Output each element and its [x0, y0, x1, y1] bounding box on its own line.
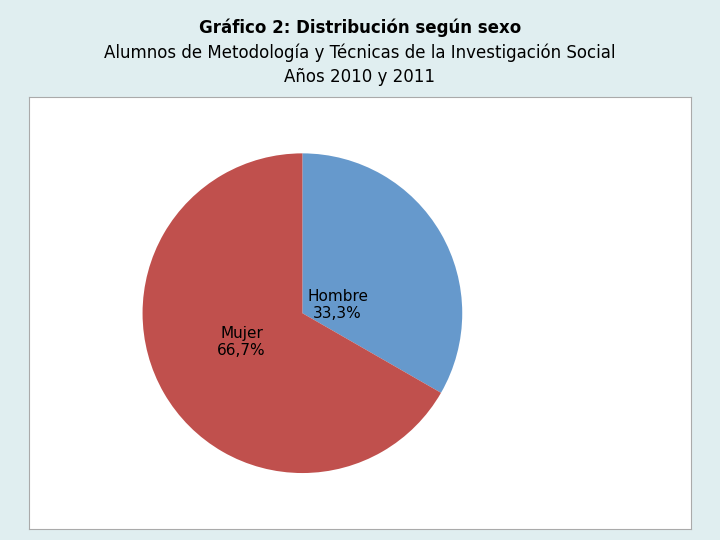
Text: Mujer
66,7%: Mujer 66,7%: [217, 326, 266, 358]
Text: Hombre
33,3%: Hombre 33,3%: [307, 289, 368, 321]
Text: Años 2010 y 2011: Años 2010 y 2011: [284, 68, 436, 85]
Wedge shape: [302, 153, 462, 393]
Text: Alumnos de Metodología y Técnicas de la Investigación Social: Alumnos de Metodología y Técnicas de la …: [104, 43, 616, 62]
Wedge shape: [143, 153, 441, 473]
Text: Gráfico 2: Distribución según sexo: Gráfico 2: Distribución según sexo: [199, 19, 521, 37]
